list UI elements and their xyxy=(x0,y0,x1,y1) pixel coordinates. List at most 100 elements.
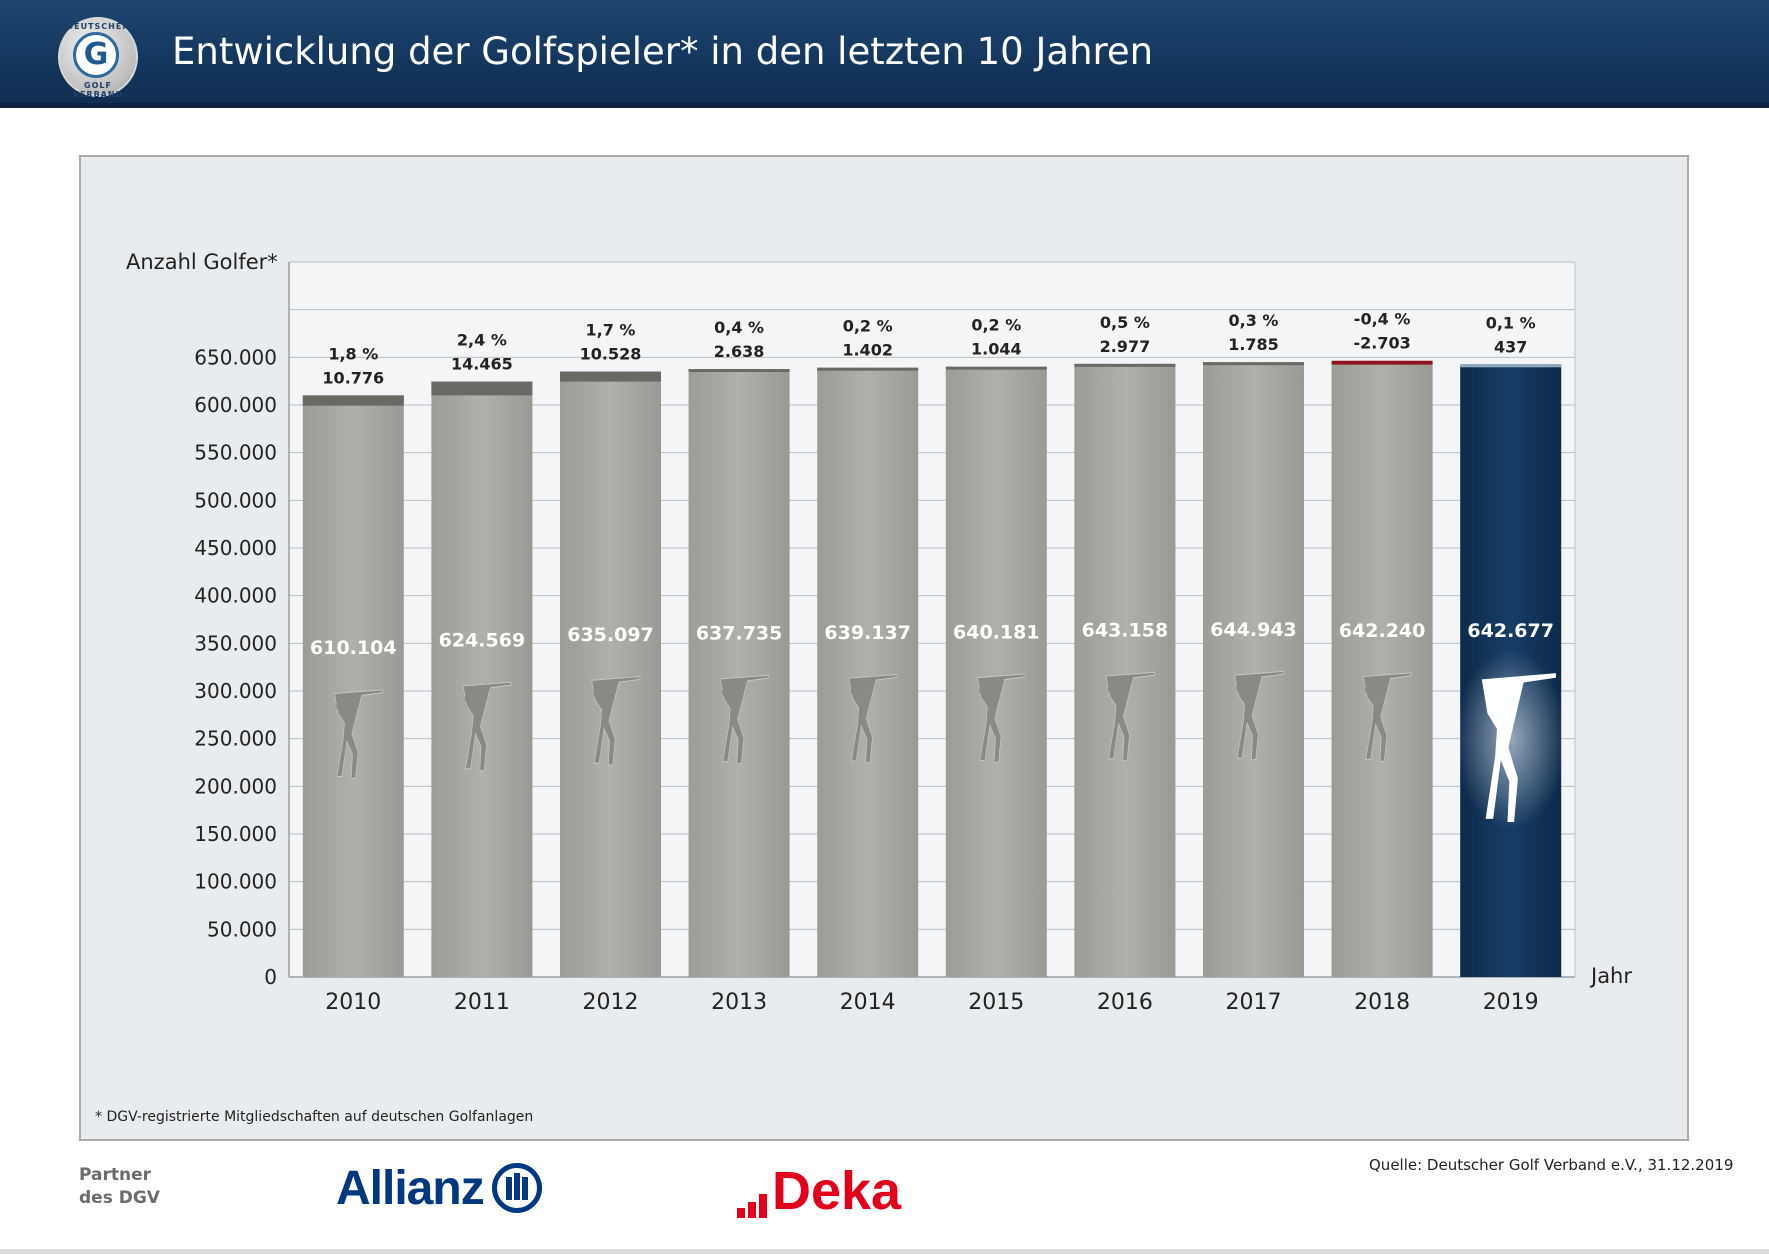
bar-value-label: 639.137 xyxy=(824,622,911,644)
change-pct-label: 0,4 % xyxy=(714,318,764,337)
x-tick-label: 2011 xyxy=(454,990,510,1015)
golfer-head-icon xyxy=(1236,681,1249,694)
x-tick-label: 2018 xyxy=(1354,990,1410,1015)
x-tick-label: 2015 xyxy=(968,990,1024,1015)
deka-logo: Deka xyxy=(737,1158,901,1218)
allianz-logo: Allianz xyxy=(336,1158,542,1218)
dgv-logo: DEUTSCHER G GOLF VERBAND xyxy=(58,17,138,99)
change-pct-label: 0,1 % xyxy=(1486,313,1536,332)
allianz-eagle-icon xyxy=(491,1163,542,1213)
golfer-icon xyxy=(1105,671,1155,762)
source-note: Quelle: Deutscher Golf Verband e.V., 31.… xyxy=(1369,1156,1734,1174)
y-tick-label: 350.000 xyxy=(194,631,277,655)
y-tick-label: 300.000 xyxy=(194,679,277,703)
bar-change-segment xyxy=(1460,364,1562,368)
bar-change-segment xyxy=(302,395,404,406)
allianz-wordmark: Allianz xyxy=(336,1161,485,1215)
bar xyxy=(817,367,919,977)
change-abs-label: 1.402 xyxy=(842,341,893,360)
bar xyxy=(560,371,661,977)
golfer-head-icon xyxy=(722,685,735,698)
y-tick-label: 650.000 xyxy=(194,345,277,369)
bar-value-label: 643.158 xyxy=(1082,620,1169,642)
bar xyxy=(1074,363,1176,977)
golfer-icon xyxy=(334,689,384,779)
y-tick-label: 200.000 xyxy=(194,774,277,798)
partner-label: Partner des DGV xyxy=(79,1164,160,1210)
bar-value-label: 610.104 xyxy=(310,637,397,659)
bar-change-segment xyxy=(817,367,919,371)
deka-bars-icon xyxy=(737,1194,770,1218)
bar xyxy=(1331,364,1433,977)
golfer-head-icon xyxy=(979,684,992,697)
x-tick-label: 2016 xyxy=(1097,990,1153,1015)
golfer-icon xyxy=(848,674,898,764)
golfer-head-icon xyxy=(593,686,606,699)
header-banner: DEUTSCHER G GOLF VERBAND Entwicklung der… xyxy=(0,0,1769,108)
footnote: * DGV-registrierte Mitgliedschaften auf … xyxy=(95,1109,534,1125)
y-tick-label: 50.000 xyxy=(207,917,277,941)
bar xyxy=(688,369,790,977)
bar-change-segment xyxy=(1331,360,1433,365)
change-pct-label: 0,2 % xyxy=(971,316,1021,335)
bar-value-label: 640.181 xyxy=(953,621,1040,643)
partner-line-2: des DGV xyxy=(79,1188,160,1208)
bar xyxy=(945,366,1047,977)
change-abs-label: 437 xyxy=(1494,337,1527,356)
change-abs-label: 10.776 xyxy=(322,368,384,387)
golfer-head-icon xyxy=(1365,683,1378,696)
change-abs-label: 10.528 xyxy=(580,345,642,364)
change-pct-label: 0,5 % xyxy=(1100,313,1150,332)
golfer-icon xyxy=(591,676,641,766)
golfer-icon xyxy=(719,674,769,765)
partner-line-1: Partner xyxy=(79,1165,152,1185)
bar-value-label: 642.677 xyxy=(1467,620,1554,642)
x-tick-label: 2014 xyxy=(840,990,896,1015)
golfer-head-icon xyxy=(1491,687,1510,706)
change-pct-label: 0,3 % xyxy=(1229,311,1279,330)
x-tick-label: 2010 xyxy=(325,990,381,1015)
y-tick-label: 400.000 xyxy=(194,584,277,608)
golfer-head-icon xyxy=(336,700,349,713)
golfer-glow xyxy=(1454,648,1567,829)
bar-value-label: 635.097 xyxy=(567,624,654,646)
bar xyxy=(302,395,404,977)
y-tick-label: 150.000 xyxy=(194,822,277,846)
bar-value-label: 624.569 xyxy=(439,630,526,652)
logo-text-top: DEUTSCHER xyxy=(66,22,130,31)
golfer-head-icon xyxy=(464,692,477,705)
x-tick-label: 2017 xyxy=(1226,990,1282,1015)
deka-wordmark: Deka xyxy=(772,1161,902,1221)
bar-value-label: 637.735 xyxy=(696,623,783,645)
bar-value-label: 644.943 xyxy=(1210,619,1297,641)
bar-change-segment xyxy=(688,369,790,373)
y-tick-label: 550.000 xyxy=(194,441,277,465)
change-pct-label: 1,8 % xyxy=(328,344,378,363)
change-pct-label: 0,2 % xyxy=(843,317,893,336)
y-tick-label: 0 xyxy=(264,965,277,989)
bar xyxy=(431,381,533,977)
y-axis-title: Anzahl Golfer* xyxy=(126,250,278,274)
bar-value-label: 642.240 xyxy=(1339,620,1426,642)
y-tick-label: 450.000 xyxy=(194,536,277,560)
bar-chart: 0 50.000 100.000 150.000 200.000 250.000 300.0… xyxy=(126,250,1632,1015)
x-tick-label: 2013 xyxy=(711,990,767,1015)
golfer-icon xyxy=(1234,670,1284,761)
bar xyxy=(1203,362,1304,977)
x-tick-label: 2012 xyxy=(583,990,639,1015)
y-tick-label: 250.000 xyxy=(194,727,277,751)
golfer-icon xyxy=(1362,672,1412,762)
bar-change-segment xyxy=(1203,362,1304,366)
x-tick-label: 2019 xyxy=(1483,990,1539,1015)
logo-text-bottom: GOLF VERBAND xyxy=(72,81,124,99)
change-pct-label: 2,4 % xyxy=(457,331,507,350)
x-axis-title: Jahr xyxy=(1589,964,1632,988)
y-tick-label: 600.000 xyxy=(194,393,277,417)
change-abs-label: 1.044 xyxy=(971,340,1022,359)
chart-panel: 0 50.000 100.000 150.000 200.000 250.000 300.0… xyxy=(79,155,1689,1141)
logo-letter: G xyxy=(83,37,109,72)
golfer-icon xyxy=(462,681,512,772)
change-abs-label: -2.703 xyxy=(1353,334,1410,353)
change-abs-label: 14.465 xyxy=(451,355,513,374)
y-tick-label: 100.000 xyxy=(194,870,277,894)
